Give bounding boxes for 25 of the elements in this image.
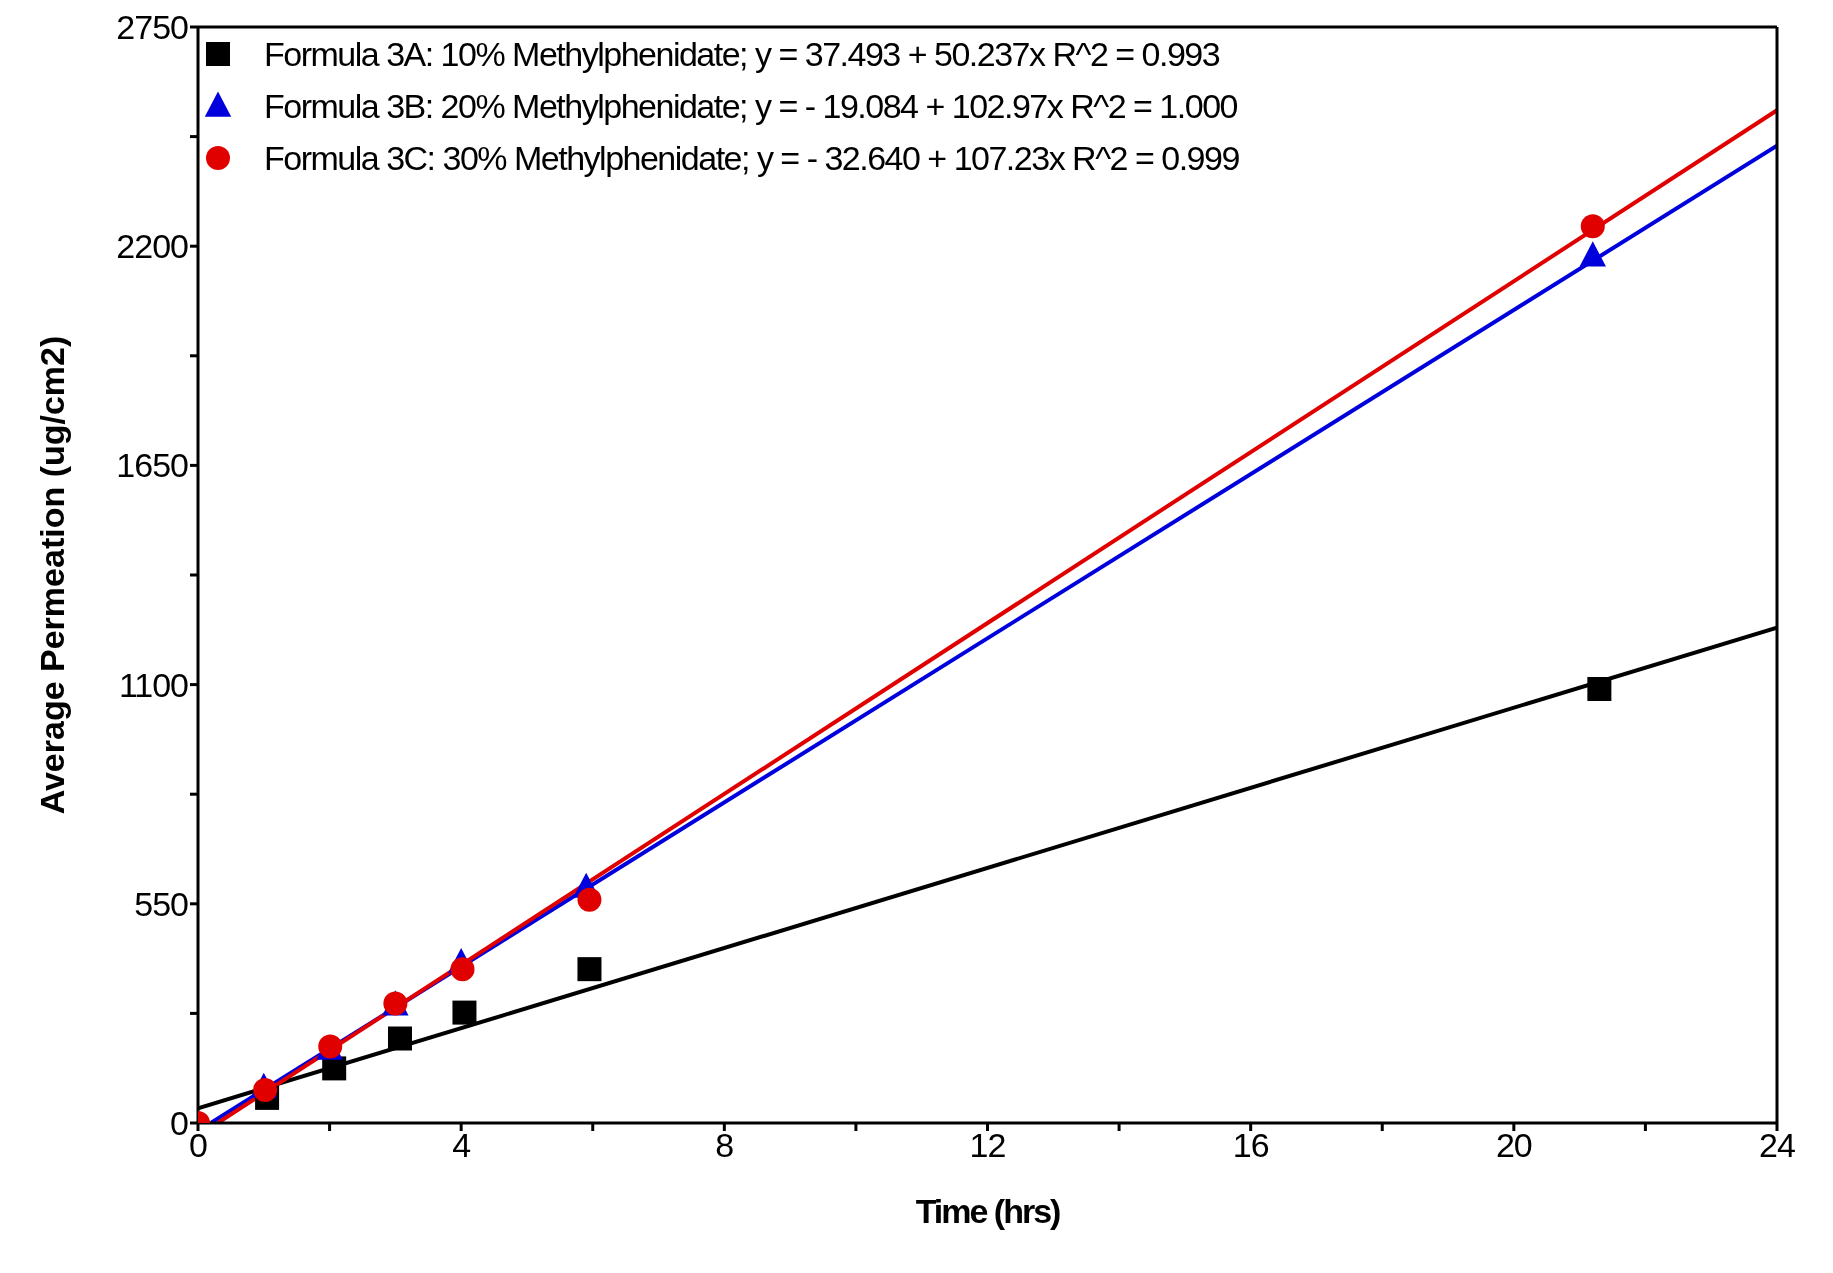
- point: [253, 1077, 278, 1102]
- x-tick-label: 8: [715, 1126, 734, 1165]
- legend-label: Formula 3C: 30% Methylphenidate; y = - 32.640 + 107.23x R^2 = 0.999: [264, 138, 1239, 178]
- point: [577, 887, 602, 912]
- x-tick-label: 20: [1495, 1126, 1532, 1165]
- point: [387, 1026, 412, 1051]
- point: [1580, 214, 1605, 239]
- legend-label: Formula 3B: 20% Methylphenidate; y = - 19.084 + 102.97x R^2 = 1.000: [264, 86, 1237, 126]
- y-tick-label: 550: [134, 884, 189, 923]
- point: [577, 957, 602, 982]
- point: [450, 957, 475, 982]
- y-tick-label: 1650: [116, 446, 189, 485]
- y-tick-label: 2200: [116, 227, 189, 266]
- x-axis-title: Time (hrs): [915, 1192, 1061, 1230]
- y-tick-label: 1100: [118, 665, 189, 704]
- legend-label: Formula 3A: 10% Methylphenidate; y = 37.493 + 50.237x R^2 = 0.993: [264, 34, 1220, 74]
- point: [452, 1000, 477, 1025]
- y-axis-title: Average Permeation (ug/cm2): [33, 335, 72, 815]
- x-tick-label: 16: [1232, 1126, 1269, 1165]
- point: [1587, 676, 1612, 701]
- x-tick-label: 24: [1759, 1126, 1795, 1165]
- point: [1579, 241, 1606, 267]
- y-tick-label: 2750: [116, 8, 189, 47]
- x-tick-label: 12: [969, 1126, 1006, 1165]
- x-tick-label: 4: [452, 1126, 471, 1165]
